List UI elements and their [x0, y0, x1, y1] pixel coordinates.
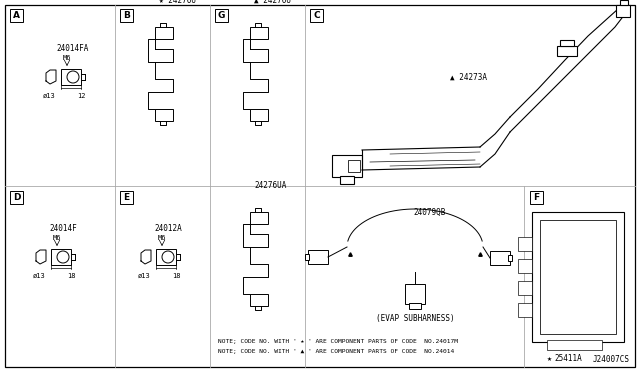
Circle shape — [162, 251, 174, 263]
Bar — [560, 40, 574, 46]
Bar — [310, 9, 323, 22]
Bar — [308, 250, 328, 264]
Text: 12: 12 — [77, 93, 85, 99]
Text: 24014FA: 24014FA — [57, 44, 89, 53]
Text: F: F — [533, 193, 540, 202]
Text: 18: 18 — [172, 273, 180, 279]
Text: 24014F: 24014F — [49, 224, 77, 233]
Bar — [557, 46, 577, 56]
Bar — [61, 69, 81, 85]
Bar — [250, 27, 268, 39]
Bar — [409, 303, 421, 309]
Text: ø13: ø13 — [138, 273, 150, 279]
Text: G: G — [218, 11, 225, 20]
Text: 18: 18 — [67, 273, 76, 279]
Text: 24276UA: 24276UA — [254, 181, 286, 190]
Bar — [250, 109, 268, 121]
Text: J24007CS: J24007CS — [593, 355, 630, 364]
Text: (EVAP SUBHARNESS): (EVAP SUBHARNESS) — [376, 314, 454, 323]
Bar — [518, 237, 532, 251]
Bar — [348, 160, 360, 172]
Bar — [405, 284, 425, 304]
Bar — [10, 191, 23, 204]
Bar — [155, 27, 173, 39]
Bar — [540, 220, 616, 334]
Text: ★: ★ — [547, 354, 552, 363]
Text: M6: M6 — [63, 55, 72, 61]
Bar — [532, 212, 624, 342]
Bar — [620, 0, 628, 5]
Bar — [10, 9, 23, 22]
Bar — [156, 249, 176, 265]
Bar — [305, 254, 309, 260]
Text: D: D — [13, 193, 20, 202]
Bar — [547, 340, 602, 350]
Text: ▲ 24276U: ▲ 24276U — [254, 0, 291, 5]
Bar — [155, 109, 173, 121]
Text: ø13: ø13 — [33, 273, 45, 279]
Bar — [490, 251, 510, 265]
Bar — [250, 212, 268, 224]
Bar — [616, 5, 630, 17]
Text: M6: M6 — [158, 235, 166, 241]
Bar — [518, 303, 532, 317]
Bar — [518, 281, 532, 295]
Text: NOTE; CODE NO. WITH ' ★ ' ARE COMPONENT PARTS OF CODE  NO.24017M: NOTE; CODE NO. WITH ' ★ ' ARE COMPONENT … — [218, 340, 458, 344]
Bar — [215, 9, 228, 22]
Text: M6: M6 — [53, 235, 61, 241]
Bar — [530, 191, 543, 204]
Text: 24079QB: 24079QB — [414, 208, 446, 217]
Bar — [332, 155, 362, 177]
Bar — [120, 9, 133, 22]
Bar — [508, 255, 512, 261]
Text: 24012A: 24012A — [154, 224, 182, 233]
Bar — [250, 294, 268, 306]
Bar — [51, 249, 71, 265]
Text: B: B — [123, 11, 130, 20]
Bar — [340, 176, 354, 184]
Circle shape — [67, 71, 79, 83]
Text: 25411A: 25411A — [554, 354, 582, 363]
Text: ★ 24276U: ★ 24276U — [159, 0, 196, 5]
Circle shape — [57, 251, 69, 263]
Text: ▲ 24273A: ▲ 24273A — [450, 73, 487, 81]
Text: ø13: ø13 — [43, 93, 56, 99]
Text: NOTE; CODE NO. WITH ' ▲ ' ARE COMPONENT PARTS OF CODE  NO.24014: NOTE; CODE NO. WITH ' ▲ ' ARE COMPONENT … — [218, 350, 454, 355]
Text: C: C — [313, 11, 320, 20]
Bar — [120, 191, 133, 204]
Text: E: E — [124, 193, 129, 202]
Bar — [518, 259, 532, 273]
Text: A: A — [13, 11, 20, 20]
